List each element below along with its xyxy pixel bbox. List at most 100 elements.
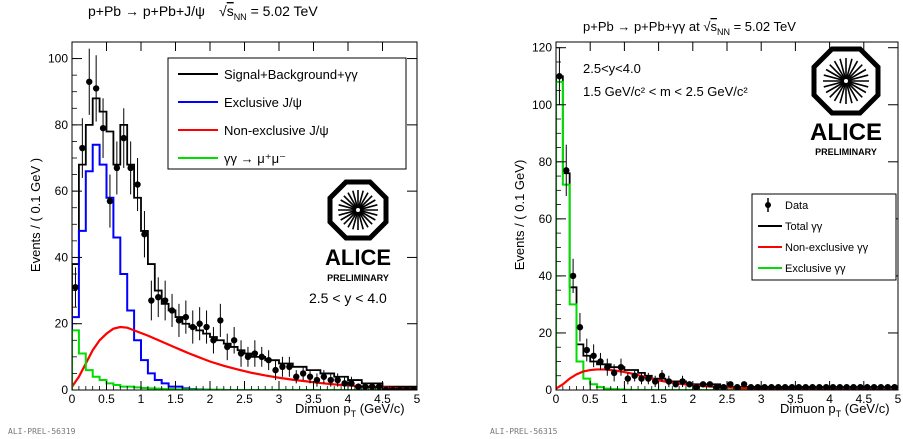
right-xtick-label: 4: [826, 392, 833, 406]
right-xlabel: Dimuon pT (GeV/c): [780, 401, 890, 419]
left-ytick-label: 40: [55, 250, 69, 264]
left-data-point: [410, 386, 417, 390]
logo-ray: [829, 64, 847, 82]
right-legend-nonexclusive: Non-exclusive γγ: [785, 242, 869, 254]
left-data-point: [230, 337, 238, 344]
left-data-point: [313, 376, 321, 384]
right-data-point: [604, 363, 611, 371]
left-data-point: [355, 383, 362, 390]
left-data-point: [320, 373, 328, 380]
left-ytick-label: 20: [55, 317, 69, 331]
left-data-point: [175, 317, 183, 324]
logo-ray: [338, 204, 359, 211]
right-ytick-label: 60: [539, 212, 553, 226]
left-ytick-label: 80: [55, 118, 69, 132]
left-data-point: [327, 376, 334, 384]
left-data-point: [251, 350, 259, 357]
right-watermark: ALI-PREL-56315: [490, 427, 558, 436]
right-plot-area: [556, 47, 898, 390]
left-xlabel-sub: T: [351, 409, 357, 419]
logo-ray: [845, 80, 863, 98]
logo-ray: [352, 209, 359, 230]
right-data-point: [679, 378, 686, 385]
right-data-point: [884, 383, 891, 390]
logo-ray: [845, 80, 867, 94]
left-data-point: [224, 343, 231, 351]
left-data-point: [106, 197, 114, 205]
right-axes: 0 0.5 1 1.5 2 2.5 3 3.5 4 4.5 5 0 20 40 60 80 100 120: [532, 41, 902, 406]
logo-ray: [839, 80, 847, 104]
right-data-point: [822, 383, 830, 390]
logo-ray: [357, 209, 378, 216]
left-data-point: [265, 356, 272, 364]
right-data-point: [672, 381, 679, 388]
left-axes: 0 0.5 1 1.5 2 2.5 3 3.5 4 4.5 5 0 20 40 60 80 100: [48, 41, 421, 406]
left-data-point: [92, 85, 100, 92]
right-annotation-rapidity: 2.5<y<4.0: [583, 61, 641, 76]
right-xtick-label: 4.5: [855, 392, 872, 406]
right-data-point: [576, 324, 584, 331]
left-data-point: [217, 317, 224, 324]
right-ytick-label: 80: [539, 155, 553, 169]
right-xtick-label: 1: [621, 392, 628, 406]
right-data-point: [877, 383, 885, 390]
logo-ray: [823, 80, 847, 88]
right-data-point: [727, 381, 734, 388]
right-data-point: [658, 372, 666, 379]
logo-ray: [845, 80, 869, 88]
left-watermark: ALI-PREL-56319: [8, 427, 76, 436]
left-data-point: [348, 380, 355, 387]
logo-ray: [357, 209, 376, 221]
logo-ray: [839, 58, 847, 82]
left-data-point: [99, 124, 107, 132]
left-data-point: [182, 313, 190, 321]
right-data-point: [870, 383, 878, 390]
left-title: p+Pb → p+Pb+J/ψ √sNN = 5.02 TeV: [88, 3, 318, 22]
left-data-point: [168, 307, 176, 314]
right-ytick-label: 20: [539, 326, 553, 340]
right-data-point: [829, 383, 837, 390]
left-title-sub: NN: [234, 12, 247, 22]
right-ylabel: Events / ( 0.1 GeV): [512, 160, 527, 271]
right-ytick-label: 120: [532, 41, 552, 55]
right-data-point: [720, 383, 727, 390]
left-data-point: [244, 353, 252, 361]
left-legend-nonexclusive: Non-exclusive J/ψ: [224, 123, 329, 138]
right-data-point: [631, 372, 638, 379]
left-xtick-label: 2.5: [236, 392, 253, 406]
left-ytick-label: 100: [48, 52, 68, 66]
left-data-point: [237, 350, 245, 357]
logo-ray: [357, 209, 369, 228]
right-xlabel-sub: T: [836, 409, 842, 419]
logo-ray: [340, 209, 359, 221]
left-data-point: [396, 386, 403, 390]
right-data-point: [809, 383, 816, 390]
logo-ray: [823, 74, 847, 82]
right-data-point: [891, 383, 898, 390]
logo-ray: [340, 199, 359, 211]
logo-center: [356, 208, 360, 212]
left-data-point: [120, 134, 127, 142]
left-data-point: [375, 383, 383, 390]
logo-ray: [357, 209, 364, 230]
logo-ray: [825, 68, 847, 82]
left-logo-octagon: [327, 179, 389, 241]
left-data-point: [293, 373, 300, 380]
left-xtick-label: 1.5: [167, 392, 184, 406]
right-title: p+Pb → p+Pb+γγ at √sNN = 5.02 TeV: [583, 19, 796, 37]
left-data-point: [72, 284, 79, 291]
logo-ray: [825, 80, 847, 94]
logo-ray: [845, 74, 869, 82]
right-data-point: [651, 378, 659, 385]
left-data-point: [203, 323, 210, 331]
logo-ray: [357, 190, 364, 211]
right-xtick-label: 0: [553, 392, 560, 406]
left-xtick-label: 4.5: [374, 392, 391, 406]
left-title-main: p+Pb → p+Pb+J/ψ: [88, 3, 205, 19]
right-data-point: [864, 383, 871, 390]
right-data-point: [706, 381, 714, 388]
logo-ray: [845, 80, 859, 102]
left-xlabel-unit: (GeV/c): [356, 401, 404, 416]
right-data-point: [761, 383, 768, 390]
right-xtick-label: 2: [689, 392, 696, 406]
